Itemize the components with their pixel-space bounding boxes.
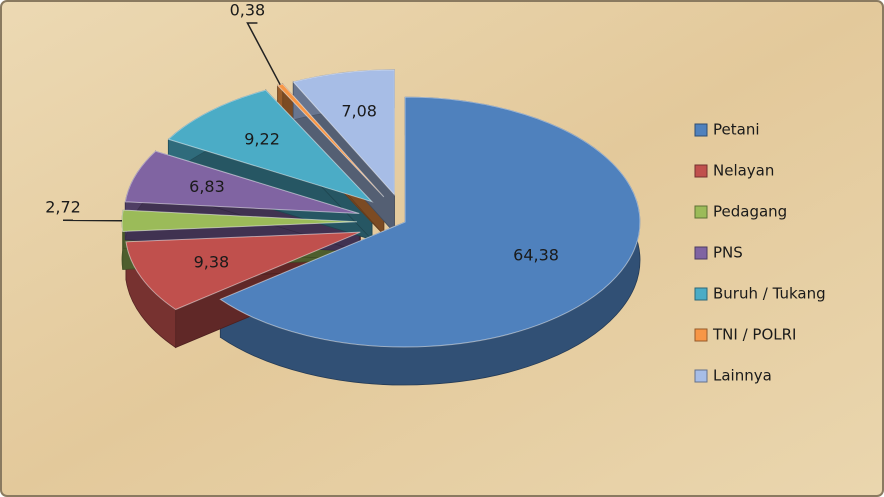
legend-swatch (694, 246, 708, 260)
legend-swatch (694, 123, 708, 137)
legend-label: Lainnya (713, 367, 772, 385)
legend-swatch (694, 369, 708, 383)
pie-slice (276, 83, 385, 198)
pie-slice (219, 96, 641, 348)
leader-line (63, 219, 123, 222)
data-label: 9,38 (194, 253, 230, 272)
legend-swatch (694, 164, 708, 178)
data-label: 0,38 (230, 0, 266, 19)
data-label: 7,08 (341, 101, 377, 120)
legend-label: TNI / POLRI (712, 326, 796, 344)
legend-label: Pedagang (713, 203, 787, 221)
legend-swatch (694, 205, 708, 219)
legend-label: PNS (713, 244, 743, 262)
pie-slice (125, 231, 361, 311)
pie-slice (167, 89, 374, 203)
leader-line (246, 22, 281, 86)
data-label: 9,22 (244, 129, 280, 148)
data-label: 64,38 (513, 245, 559, 264)
legend-label: Nelayan (713, 162, 774, 180)
data-label: 6,83 (189, 177, 225, 196)
legend-label: Buruh / Tukang (713, 285, 826, 303)
legend-swatch (694, 287, 708, 301)
data-label: 2,72 (45, 198, 81, 217)
legend-label: Petani (713, 121, 760, 139)
legend-swatch (694, 328, 708, 342)
pie-slice (124, 150, 360, 215)
pie-slice (292, 69, 395, 196)
